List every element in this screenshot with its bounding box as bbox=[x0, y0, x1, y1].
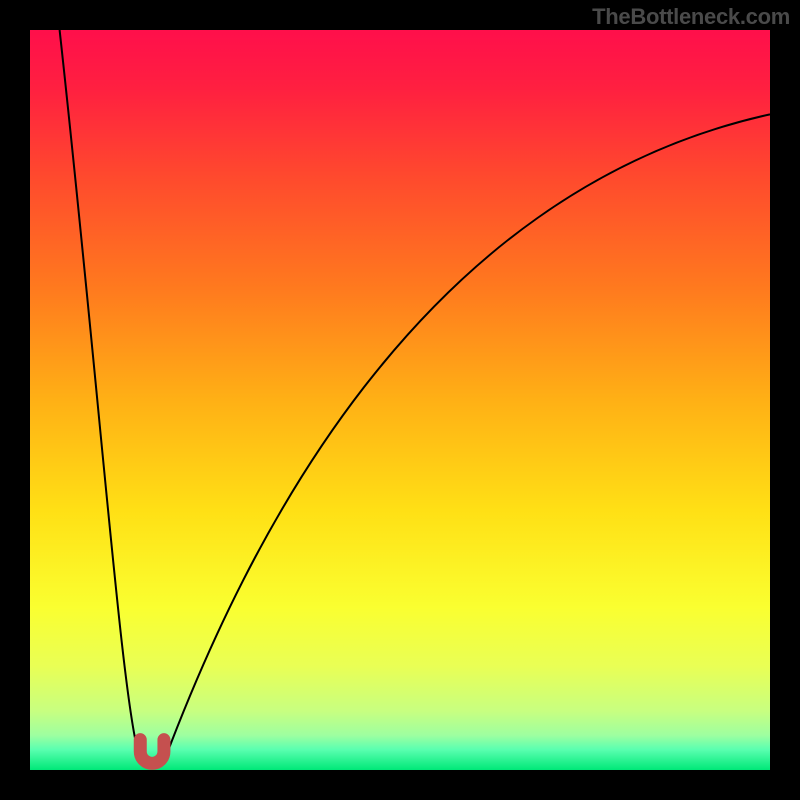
chart-stage: TheBottleneck.com bbox=[0, 0, 800, 800]
plot-bg-gradient bbox=[30, 30, 770, 770]
watermark-text: TheBottleneck.com bbox=[592, 4, 790, 30]
bottleneck-plot bbox=[0, 0, 800, 800]
